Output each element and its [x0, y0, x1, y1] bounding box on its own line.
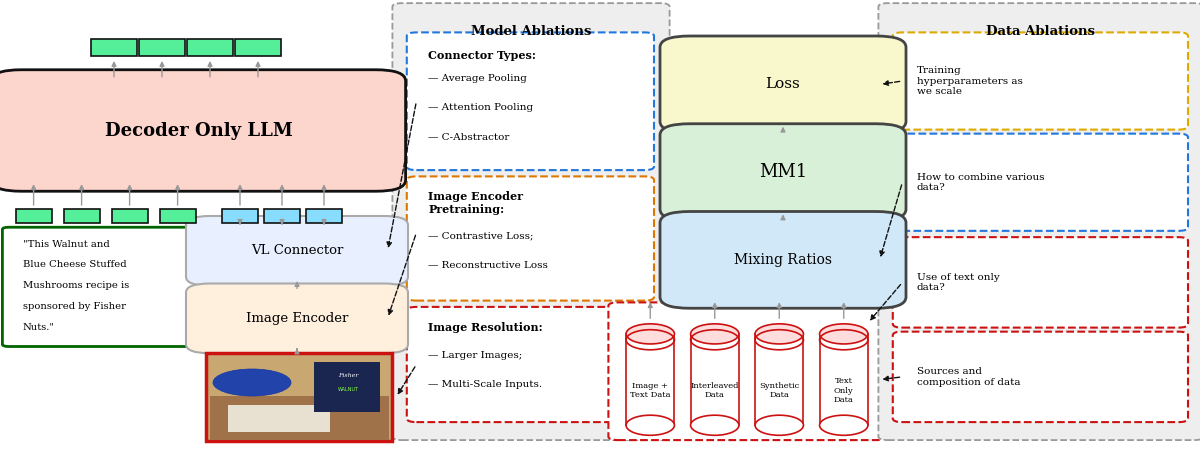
Bar	[222, 209, 258, 223]
Text: Loss: Loss	[766, 77, 800, 91]
Ellipse shape	[755, 415, 804, 435]
FancyBboxPatch shape	[407, 32, 654, 170]
Text: Model Ablations: Model Ablations	[472, 25, 592, 38]
FancyBboxPatch shape	[893, 134, 1188, 231]
Text: — Contrastive Loss;: — Contrastive Loss;	[428, 232, 534, 241]
Text: MM1: MM1	[758, 163, 808, 181]
Text: — Multi-Scale Inputs.: — Multi-Scale Inputs.	[428, 380, 542, 389]
Text: Image Resolution:: Image Resolution:	[428, 322, 544, 333]
Bar	[64, 209, 100, 223]
Text: Nuts.": Nuts."	[23, 323, 55, 332]
FancyBboxPatch shape	[186, 216, 408, 286]
Bar	[626, 334, 674, 425]
Ellipse shape	[690, 324, 739, 344]
Bar	[755, 334, 804, 425]
Bar	[91, 39, 137, 56]
FancyBboxPatch shape	[186, 284, 408, 353]
Text: Image +
Text Data: Image + Text Data	[630, 382, 671, 399]
Text: Connector Types:: Connector Types:	[428, 50, 536, 60]
Text: sponsored by Fisher: sponsored by Fisher	[23, 302, 126, 311]
Bar	[235, 39, 281, 56]
Text: Image Encoder
Pretraining:: Image Encoder Pretraining:	[428, 191, 523, 215]
Ellipse shape	[755, 324, 804, 344]
Text: Mixing Ratios: Mixing Ratios	[734, 253, 832, 267]
Text: Use of text only
data?: Use of text only data?	[917, 273, 1000, 292]
Text: — Reconstructive Loss: — Reconstructive Loss	[428, 261, 548, 270]
Text: Synthetic
Data: Synthetic Data	[760, 382, 799, 399]
FancyBboxPatch shape	[314, 362, 380, 412]
Text: Image Encoder: Image Encoder	[246, 312, 348, 325]
FancyBboxPatch shape	[407, 176, 654, 301]
Text: Interleaved
Data: Interleaved Data	[690, 382, 739, 399]
Ellipse shape	[820, 324, 868, 344]
Text: Fisher: Fisher	[338, 373, 358, 378]
FancyBboxPatch shape	[660, 124, 906, 220]
Text: Text
Only
Data: Text Only Data	[834, 378, 853, 404]
Bar	[112, 209, 148, 223]
FancyBboxPatch shape	[608, 302, 886, 440]
FancyBboxPatch shape	[893, 237, 1188, 328]
FancyBboxPatch shape	[878, 3, 1200, 440]
Text: — Attention Pooling: — Attention Pooling	[428, 104, 534, 112]
Text: Sources and
composition of data: Sources and composition of data	[917, 367, 1020, 387]
Ellipse shape	[626, 324, 674, 344]
Bar	[187, 39, 233, 56]
FancyBboxPatch shape	[407, 307, 654, 422]
FancyBboxPatch shape	[0, 70, 406, 191]
Bar	[306, 209, 342, 223]
Bar	[264, 209, 300, 223]
Ellipse shape	[820, 415, 868, 435]
Ellipse shape	[626, 415, 674, 435]
Bar	[16, 209, 52, 223]
Text: — Average Pooling: — Average Pooling	[428, 74, 527, 83]
FancyBboxPatch shape	[228, 405, 330, 432]
FancyBboxPatch shape	[893, 332, 1188, 422]
Ellipse shape	[214, 369, 292, 396]
FancyBboxPatch shape	[893, 32, 1188, 130]
FancyBboxPatch shape	[2, 227, 200, 346]
Text: WALNUT: WALNUT	[337, 387, 359, 392]
Text: — C-Abstractor: — C-Abstractor	[428, 133, 510, 142]
Bar	[160, 209, 196, 223]
Bar	[139, 39, 185, 56]
FancyBboxPatch shape	[660, 36, 906, 133]
FancyBboxPatch shape	[392, 3, 670, 440]
Bar	[820, 334, 868, 425]
Text: Mushrooms recipe is: Mushrooms recipe is	[23, 281, 130, 290]
Text: Blue Cheese Stuffed: Blue Cheese Stuffed	[23, 261, 126, 270]
Text: — Larger Images;: — Larger Images;	[428, 351, 523, 360]
Text: Data Ablations: Data Ablations	[986, 25, 1094, 38]
FancyBboxPatch shape	[660, 212, 906, 308]
Text: Decoder Only LLM: Decoder Only LLM	[104, 122, 293, 140]
Text: Training
hyperparameters as
we scale: Training hyperparameters as we scale	[917, 66, 1022, 96]
FancyBboxPatch shape	[206, 353, 392, 441]
FancyBboxPatch shape	[210, 396, 389, 440]
Bar	[690, 334, 739, 425]
Text: How to combine various
data?: How to combine various data?	[917, 172, 1044, 192]
Text: "This Walnut and: "This Walnut and	[23, 239, 109, 248]
Text: VL Connector: VL Connector	[251, 244, 343, 257]
Ellipse shape	[690, 415, 739, 435]
